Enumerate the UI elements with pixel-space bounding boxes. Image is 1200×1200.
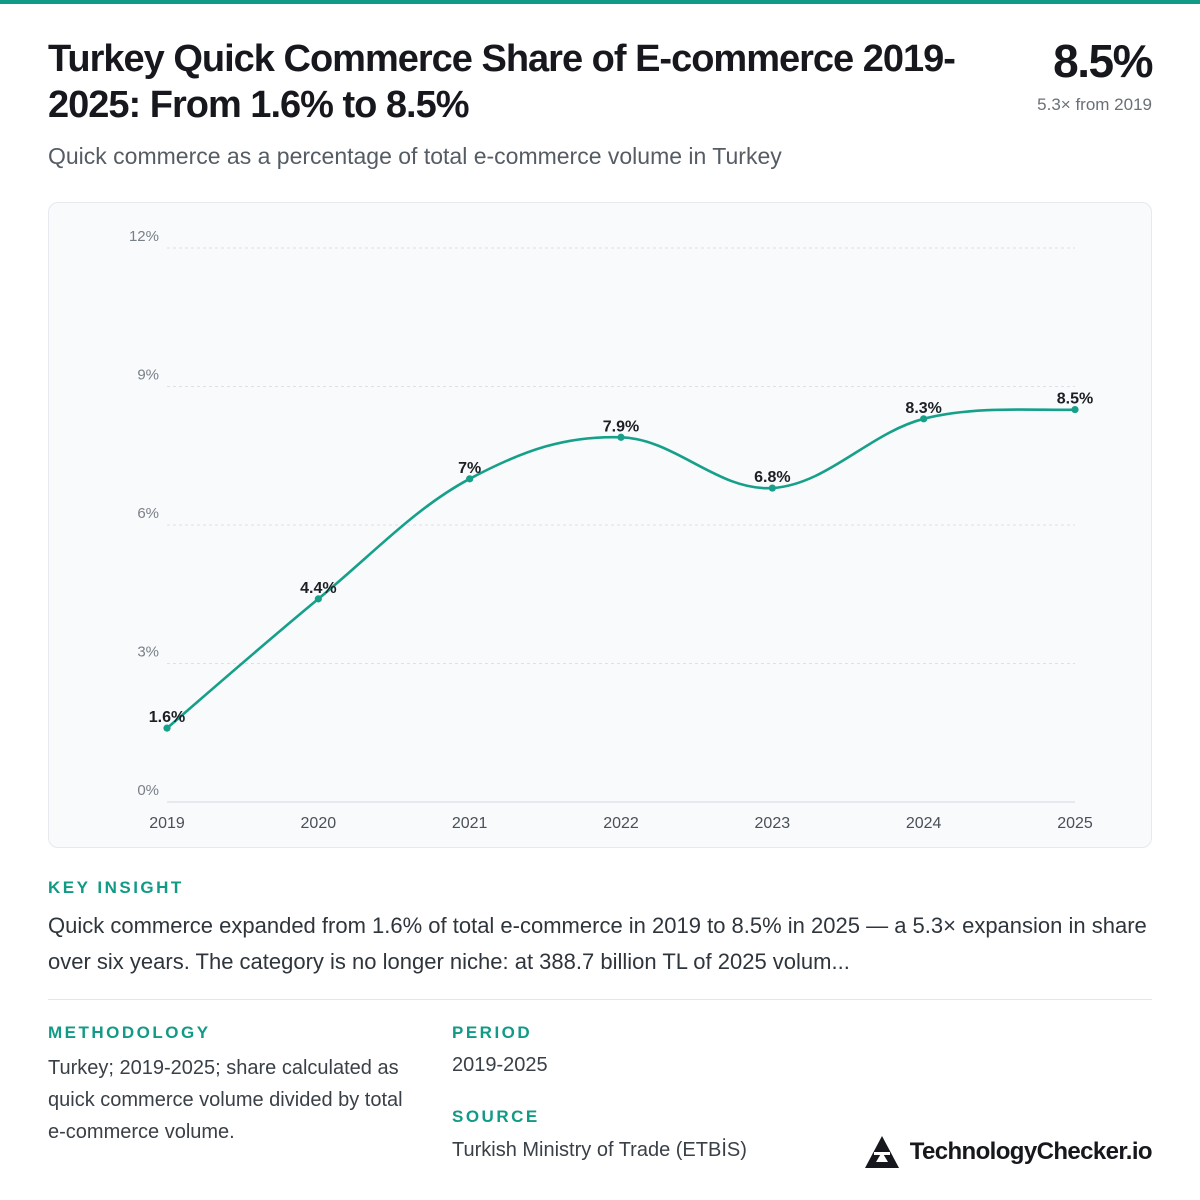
x-tick-label: 2024 — [906, 815, 942, 832]
source-label: SOURCE — [452, 1107, 540, 1126]
line-chart: 0%3%6%9%12%2019 2020 2021 2022 2023 2024 2025 … — [129, 228, 1093, 832]
top-accent-rule — [0, 0, 1200, 4]
period-text: 2019-2025 — [452, 1054, 548, 1076]
point-layer — [163, 405, 1079, 732]
page-title: Turkey Quick Commerce Share of E-commerc… — [48, 38, 956, 126]
x-tick-label: 2019 — [149, 815, 185, 832]
source-text: Turkish Ministry of Trade (ETBİS) — [452, 1139, 747, 1161]
data-point — [1071, 405, 1079, 414]
brand-logo[interactable]: TechnologyChecker.io — [864, 1135, 1153, 1169]
x-tick-label: 2021 — [452, 815, 488, 832]
data-label: 8.5% — [1057, 391, 1093, 408]
x-tick-label: 2023 — [755, 815, 791, 832]
data-point — [617, 433, 625, 441]
methodology-label: METHODOLOGY — [48, 1023, 211, 1042]
y-tick-label: 3% — [137, 644, 159, 661]
x-tick-label: 2025 — [1057, 815, 1093, 832]
chart-subtitle: Quick commerce as a percentage of total … — [48, 143, 782, 169]
methodology-text: Turkey; 2019-2025; share calculated as q… — [48, 1057, 403, 1143]
insight-text: Quick commerce expanded from 1.6% of tot… — [48, 913, 1147, 974]
y-tick-label: 6% — [137, 505, 159, 522]
data-label: 7% — [458, 460, 481, 477]
data-point — [920, 415, 928, 423]
x-tick-label: 2022 — [603, 815, 639, 832]
line-layer — [165, 408, 1077, 730]
y-tick-label: 9% — [137, 367, 159, 384]
axis-layer: 0% 3% 6% 9% 12% 2019 2020 2021 2022 2023 2024 2025 — [129, 228, 1093, 832]
data-point — [466, 475, 474, 483]
chart-panel: 0% 3% 6% 9% 12% 2019 2020 2021 2022 2023 2024 2025 … — [48, 202, 1152, 848]
data-label: 6.8% — [754, 469, 790, 486]
kpi-value: 8.5% — [1053, 35, 1153, 87]
period-label: PERIOD — [452, 1023, 533, 1042]
kpi-note: 5.3× from 2019 — [1037, 95, 1152, 114]
data-label: 8.3% — [905, 400, 941, 417]
data-label: 7.9% — [603, 418, 639, 435]
section-divider — [48, 999, 1152, 1000]
grid-layer — [167, 247, 1075, 803]
triangle-logo-icon — [864, 1136, 899, 1168]
data-label: 4.4% — [300, 580, 336, 597]
data-point — [768, 484, 776, 492]
data-point — [314, 595, 322, 603]
insight-label: KEY INSIGHT — [48, 878, 184, 897]
y-tick-label: 0% — [137, 782, 159, 799]
brand-name: TechnologyChecker.io — [909, 1138, 1153, 1165]
x-tick-label: 2020 — [301, 815, 337, 832]
series-line — [165, 408, 1077, 730]
data-label: 1.6% — [149, 709, 185, 726]
y-tick-label: 12% — [129, 228, 159, 245]
data-point — [163, 724, 171, 732]
data-label-layer: 1.6% 4.4% 7% 7.9% 6.8% 8.3% 8.5% — [149, 391, 1093, 727]
